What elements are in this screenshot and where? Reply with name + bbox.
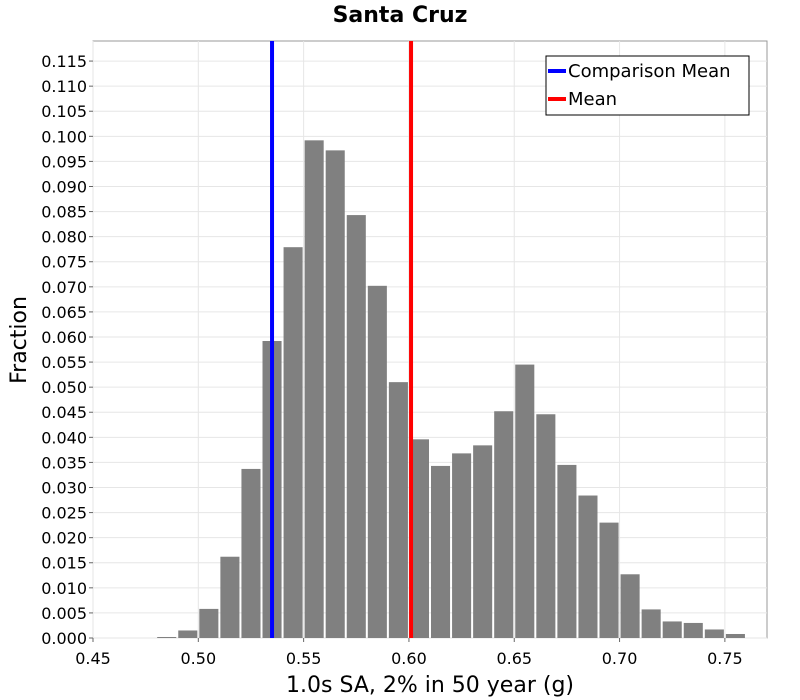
histogram-bar bbox=[325, 150, 345, 638]
y-tick-label: 0.020 bbox=[41, 529, 87, 548]
histogram-bar bbox=[178, 630, 198, 638]
histogram-bar bbox=[620, 574, 640, 638]
histogram-bar bbox=[283, 247, 303, 639]
histogram-bar bbox=[388, 382, 408, 638]
histogram-bar bbox=[536, 414, 556, 638]
y-tick-label: 0.110 bbox=[41, 77, 87, 96]
y-tick-label: 0.080 bbox=[41, 228, 87, 247]
histogram-bar bbox=[220, 556, 240, 638]
legend-box bbox=[545, 55, 750, 116]
y-tick-label: 0.090 bbox=[41, 177, 87, 196]
y-tick-label: 0.010 bbox=[41, 579, 87, 598]
plot-area bbox=[92, 40, 768, 639]
x-tick-label: 0.60 bbox=[391, 649, 427, 668]
y-tick-label: 0.115 bbox=[41, 52, 87, 71]
x-tick-label: 0.75 bbox=[707, 649, 743, 668]
y-tick-label: 0.085 bbox=[41, 203, 87, 222]
histogram-bar bbox=[241, 468, 261, 638]
histogram-bar bbox=[578, 495, 598, 638]
y-tick-label: 0.100 bbox=[41, 127, 87, 146]
histogram-bar bbox=[367, 285, 387, 638]
y-tick-label: 0.015 bbox=[41, 554, 87, 573]
histogram-bar bbox=[452, 453, 472, 638]
histogram-bar bbox=[683, 622, 703, 638]
y-tick-label: 0.000 bbox=[41, 629, 87, 648]
y-tick-label: 0.075 bbox=[41, 253, 87, 272]
x-tick-label: 0.65 bbox=[496, 649, 532, 668]
histogram-bar bbox=[473, 445, 493, 638]
y-axis-ticks: 0.000 0.005 0.010 0.015 0.020 0.025 0.030 0.035… bbox=[41, 52, 93, 648]
histogram-bar bbox=[199, 608, 219, 638]
y-tick-label: 0.005 bbox=[41, 604, 87, 623]
y-axis-label: Fraction bbox=[7, 296, 32, 384]
histogram-bar bbox=[599, 522, 619, 638]
y-tick-label: 0.040 bbox=[41, 428, 87, 447]
histogram-bar bbox=[431, 465, 451, 638]
histogram-bar bbox=[515, 364, 535, 638]
histogram-bar bbox=[409, 439, 429, 638]
y-tick-label: 0.070 bbox=[41, 278, 87, 297]
y-tick-label: 0.050 bbox=[41, 378, 87, 397]
y-tick-label: 0.030 bbox=[41, 478, 87, 497]
legend-label: Mean bbox=[568, 89, 617, 110]
y-tick-label: 0.065 bbox=[41, 303, 87, 322]
histogram-bar bbox=[557, 464, 577, 638]
histogram-bar bbox=[494, 411, 514, 638]
y-tick-label: 0.025 bbox=[41, 504, 87, 523]
y-tick-label: 0.060 bbox=[41, 328, 87, 347]
chart-title: Santa Cruz bbox=[333, 3, 468, 28]
histogram-bar bbox=[662, 621, 682, 638]
x-tick-label: 0.45 bbox=[75, 649, 111, 668]
legend: Comparison Mean Mean bbox=[545, 55, 750, 116]
x-tick-label: 0.70 bbox=[602, 649, 638, 668]
y-tick-label: 0.105 bbox=[41, 102, 87, 121]
reference-lines bbox=[270, 41, 414, 638]
histogram-bars bbox=[157, 140, 745, 639]
histogram-bar bbox=[157, 636, 177, 638]
y-tick-label: 0.095 bbox=[41, 152, 87, 171]
x-axis-label: 1.0s SA, 2% in 50 year (g) bbox=[286, 673, 574, 698]
legend-label: Comparison Mean bbox=[568, 61, 731, 82]
x-axis-ticks: 0.45 0.50 0.55 0.60 0.65 0.70 0.75 bbox=[75, 638, 743, 668]
x-tick-label: 0.50 bbox=[181, 649, 217, 668]
histogram-bar bbox=[641, 609, 661, 638]
histogram-bar bbox=[346, 215, 366, 638]
histogram-bar bbox=[304, 140, 324, 639]
x-tick-label: 0.55 bbox=[286, 649, 322, 668]
y-tick-label: 0.035 bbox=[41, 453, 87, 472]
histogram-bar bbox=[725, 633, 745, 638]
y-tick-label: 0.055 bbox=[41, 353, 87, 372]
y-tick-label: 0.045 bbox=[41, 403, 87, 422]
histogram-bar bbox=[704, 629, 724, 638]
